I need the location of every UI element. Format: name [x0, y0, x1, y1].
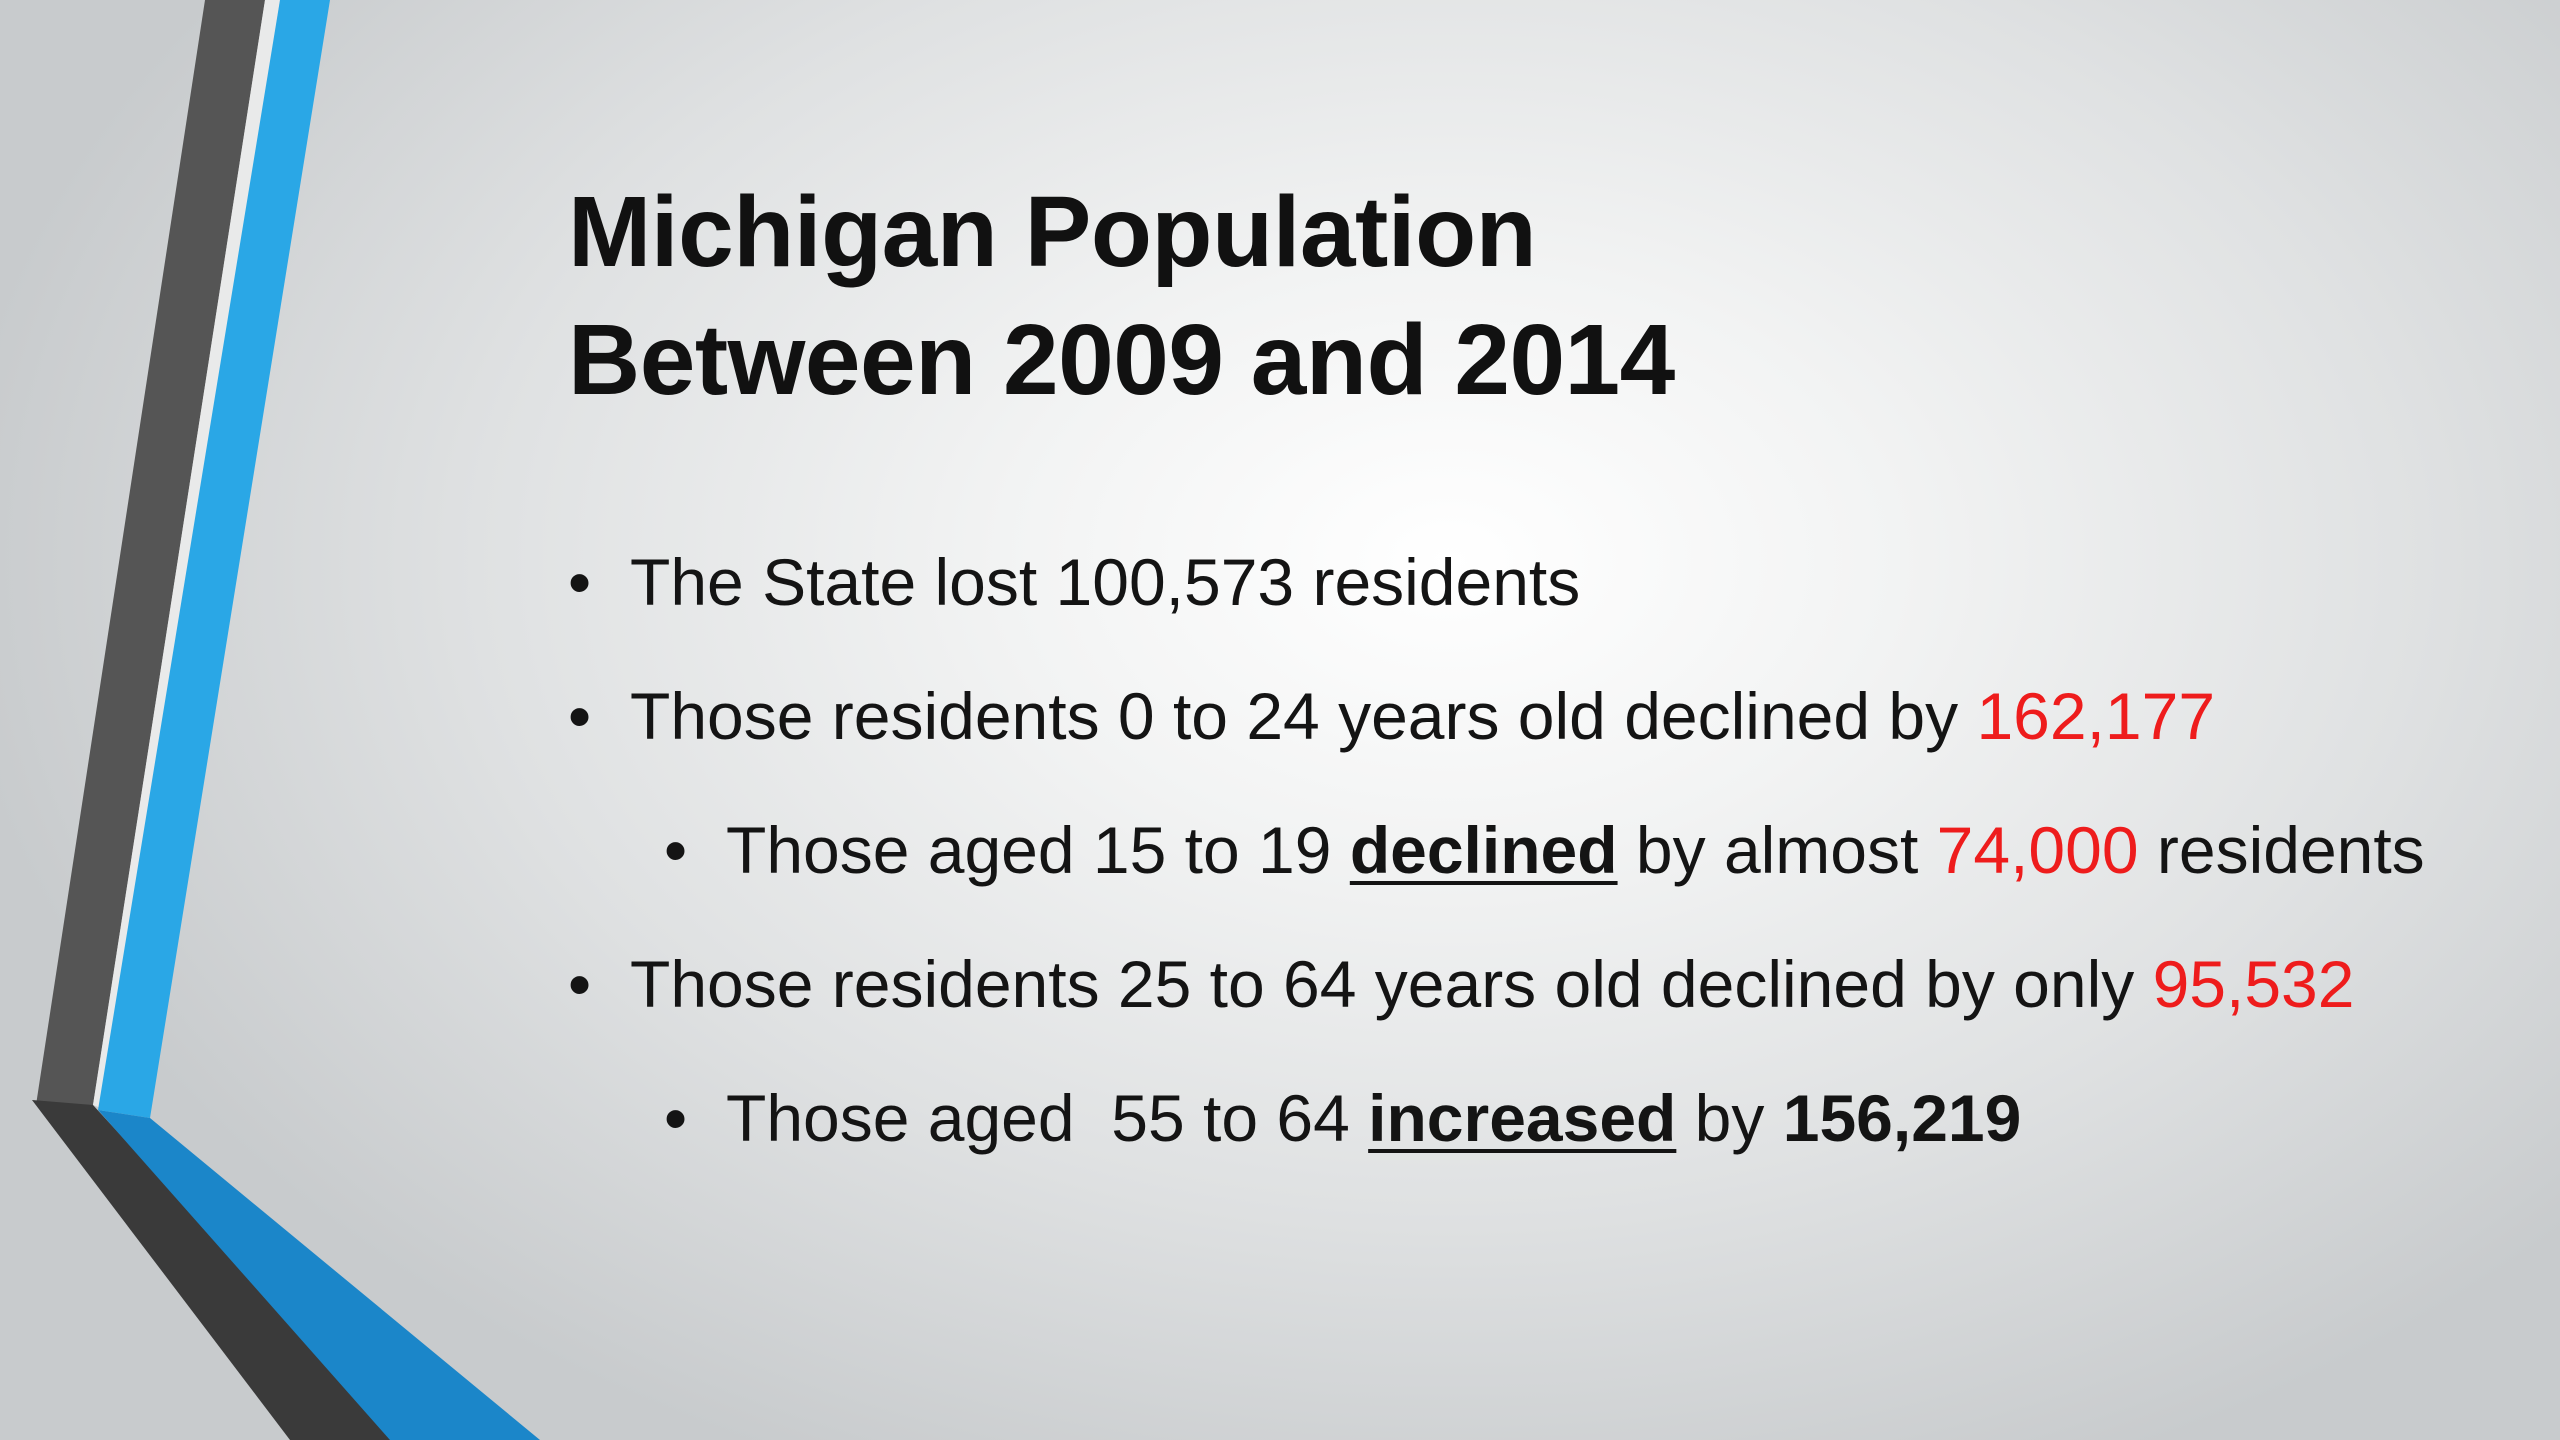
blue-stripe — [98, 0, 330, 1118]
title-line-2: Between 2009 and 2014 — [568, 304, 1675, 416]
bullet-text-prefix: Those residents 25 to 64 years old decli… — [630, 947, 2153, 1021]
blue-diagonal-stripe — [98, 1110, 540, 1440]
bullet-list: • The State lost 100,573 residents • Tho… — [568, 532, 2508, 1202]
emphasis-word: increased — [1368, 1081, 1677, 1155]
decline-value: 74,000 — [1936, 813, 2139, 887]
bullet-text-suffix: residents — [2138, 813, 2425, 887]
bullet-text: Those residents 0 to 24 years old declin… — [630, 666, 2215, 766]
bullet-text: Those residents 25 to 64 years old decli… — [630, 934, 2354, 1034]
increase-value: 156,219 — [1782, 1081, 2022, 1155]
bullet-marker: • — [568, 679, 592, 753]
bullet-marker: • — [568, 947, 592, 1021]
bullet-age-15-19: • Those aged 15 to 19 declined by almost… — [568, 800, 2508, 934]
bullet-text: The State lost 100,573 residents — [630, 545, 1581, 619]
decline-value: 95,532 — [2152, 947, 2355, 1021]
bullet-text: Those aged 55 to 64 increased by 156,219 — [726, 1068, 2021, 1168]
gray-stripe — [36, 0, 265, 1105]
bullet-text-middle: by — [1676, 1081, 1783, 1155]
title-line-1: Michigan Population — [568, 176, 1537, 288]
bullet-text-prefix: Those residents 0 to 24 years old declin… — [630, 679, 1977, 753]
bullet-text-prefix: Those aged 15 to 19 — [726, 813, 1350, 887]
bullet-marker: • — [664, 813, 688, 887]
bullet-text-prefix: Those aged 55 to 64 — [726, 1081, 1369, 1155]
emphasis-word: declined — [1349, 813, 1618, 887]
slide-title: Michigan Population Between 2009 and 201… — [568, 168, 1675, 424]
bullet-text: Those aged 15 to 19 declined by almost 7… — [726, 800, 2425, 900]
bullet-state-loss: • The State lost 100,573 residents — [568, 532, 2508, 666]
bullet-age-0-24: • Those residents 0 to 24 years old decl… — [568, 666, 2508, 800]
bullet-text-middle: by almost — [1617, 813, 1937, 887]
bullet-age-55-64: • Those aged 55 to 64 increased by 156,2… — [568, 1068, 2508, 1202]
bullet-marker: • — [664, 1081, 688, 1155]
bullet-marker: • — [568, 545, 592, 619]
light-separator-stripe — [93, 0, 280, 1110]
bullet-age-25-64: • Those residents 25 to 64 years old dec… — [568, 934, 2508, 1068]
decline-value: 162,177 — [1976, 679, 2216, 753]
dark-diagonal-stripe — [32, 1100, 400, 1440]
